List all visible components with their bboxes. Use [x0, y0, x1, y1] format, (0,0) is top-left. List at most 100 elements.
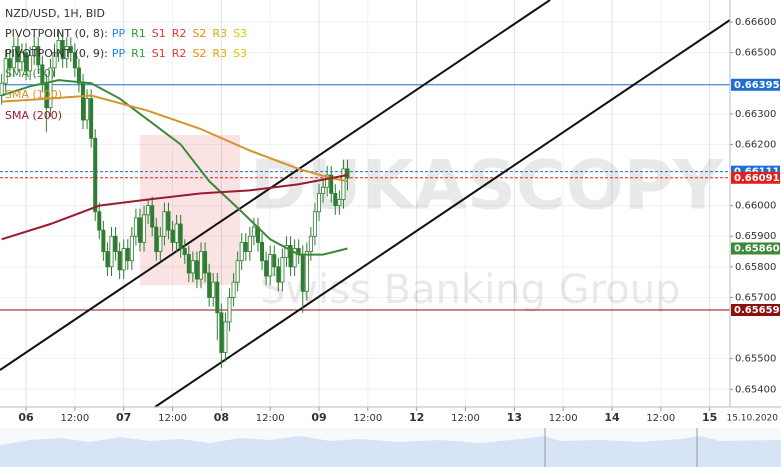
pivot-label: PIVOTPOINT (0, 8):	[5, 27, 108, 40]
candle-body	[207, 272, 212, 298]
candle-body	[308, 235, 313, 252]
candle-body	[117, 251, 122, 271]
candle-body	[154, 226, 159, 252]
candle-body	[264, 260, 269, 277]
price-label-box	[731, 242, 780, 255]
legend-entry: SMA (100)	[5, 88, 62, 101]
candle-body	[85, 98, 90, 121]
candle-body	[76, 67, 81, 84]
candle-body	[260, 241, 265, 262]
y-tick-label: 0.65500	[735, 354, 776, 365]
x-tick-label: 13	[507, 411, 522, 424]
pivot-item: S3	[233, 47, 247, 60]
candle-body	[121, 248, 126, 271]
candle-body	[231, 281, 236, 298]
pivot-item: S1	[152, 27, 166, 40]
pivot-item: PP	[112, 27, 126, 40]
candle-body	[32, 46, 37, 57]
candle-body	[174, 223, 179, 243]
pivot-item: S2	[192, 27, 206, 40]
x-tick-label: 07	[116, 411, 131, 424]
candle-body	[268, 254, 273, 277]
navigator-area	[0, 436, 781, 467]
legend-entry: SMA (200)	[5, 109, 62, 122]
x-tick-label: 12	[409, 411, 424, 424]
watermark-text: Swiss Banking Group	[260, 267, 680, 313]
price-label: 0.65659	[734, 305, 780, 316]
x-tick-label: 15	[702, 411, 717, 424]
plot	[0, 31, 350, 368]
candle-body	[97, 211, 102, 231]
legend-entry: SMA (50)	[5, 67, 55, 80]
candle-body	[81, 82, 86, 121]
candle-body	[247, 235, 252, 252]
candle-body	[304, 251, 309, 292]
candle-body	[199, 251, 204, 280]
candle-body	[137, 217, 142, 243]
channel	[0, 0, 731, 408]
price-label: 0.66091	[734, 173, 780, 184]
levels	[0, 84, 730, 311]
candle-body	[182, 248, 187, 256]
candle-body	[28, 55, 33, 72]
price-label-box	[731, 78, 780, 91]
candle-body	[133, 217, 138, 237]
price-label: 0.65860	[734, 243, 780, 254]
pivot-item: S3	[233, 27, 247, 40]
candle-body	[227, 297, 232, 323]
x-tick-label: 08	[214, 411, 229, 424]
candle-body	[235, 260, 240, 283]
candle-body	[146, 205, 151, 216]
x-tick-label: 12:00	[451, 413, 480, 424]
pivot-item: R1	[131, 47, 146, 60]
pivot-item: R1	[131, 27, 146, 40]
price-label-box	[731, 303, 780, 316]
watermark-text: DUKASCOPY	[250, 147, 724, 226]
candle-body	[166, 211, 171, 231]
candle-body	[89, 98, 94, 139]
x-tick-label: 09	[311, 411, 326, 424]
chart-title: NZD/USD, 1H, BID	[5, 7, 105, 20]
x-tick-label: 12:00	[158, 413, 187, 424]
pivot-item: R2	[172, 47, 187, 60]
sma-line	[1, 79, 348, 256]
candle-body	[19, 52, 24, 63]
sma-line	[1, 174, 348, 241]
candle-body	[93, 137, 98, 213]
candle-body	[211, 281, 216, 298]
sma-line	[1, 94, 348, 183]
y-tick-label: 0.66000	[735, 201, 776, 212]
candle-body	[56, 39, 61, 54]
x-tick-label: 12:00	[353, 413, 382, 424]
candle-body	[288, 245, 293, 268]
navigator	[0, 428, 781, 467]
candle-body	[36, 46, 41, 66]
candle-body	[48, 67, 53, 109]
candle-body	[52, 52, 57, 69]
candle-body	[11, 46, 16, 69]
candle-body	[203, 251, 208, 274]
y-tick-label: 0.66200	[735, 139, 776, 150]
candle-body	[243, 241, 248, 252]
candle-body	[321, 186, 326, 194]
candle-body	[239, 241, 244, 262]
pivot-item: R3	[212, 47, 227, 60]
candle-body	[3, 58, 8, 84]
candle-body	[125, 248, 130, 262]
candle-body	[129, 235, 134, 262]
candle-body	[292, 248, 297, 268]
candle-body	[329, 174, 334, 194]
candle-body	[15, 46, 20, 63]
candle-body	[158, 235, 163, 252]
candle-body	[215, 281, 220, 314]
candle-body	[251, 226, 256, 237]
candle-body	[276, 266, 281, 283]
y-tick-label: 0.65900	[735, 231, 776, 242]
candle-body	[170, 229, 175, 243]
candle-body	[325, 174, 330, 188]
price-label: 0.66395	[734, 80, 780, 91]
candle-body	[280, 257, 285, 283]
candle-body	[68, 46, 73, 54]
